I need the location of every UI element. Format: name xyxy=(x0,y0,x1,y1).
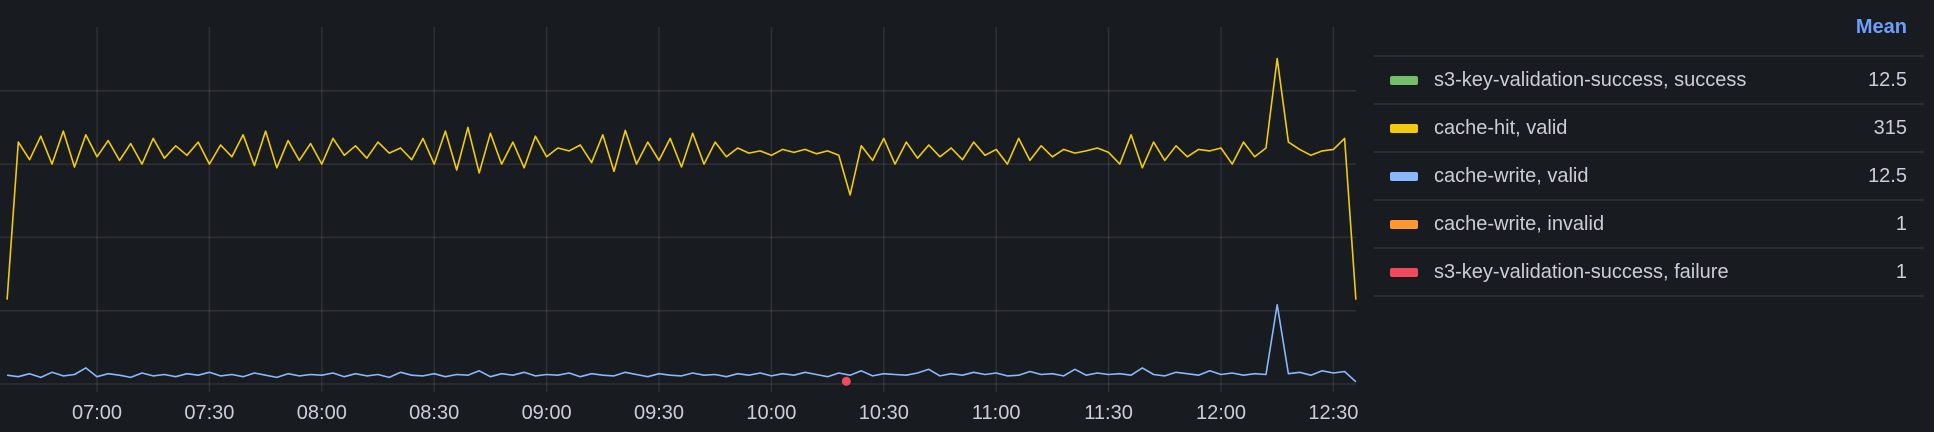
legend-swatch-icon xyxy=(1390,123,1418,133)
legend-mean-value: 1 xyxy=(1895,212,1907,235)
x-axis: 07:00 07:30 08:00 08:30 09:00 09:30 10:00 10:30… xyxy=(72,402,1358,424)
x-tick-label: 07:30 xyxy=(184,402,234,424)
x-tick-label: 11:30 xyxy=(1084,402,1133,424)
legend-label: cache-write, invalid xyxy=(1434,212,1605,235)
legend-swatch-icon xyxy=(1390,75,1418,85)
legend-label: cache-write, valid xyxy=(1434,164,1589,187)
legend-item[interactable]: cache-write, invalid 1 xyxy=(1374,201,1924,249)
legend-item[interactable]: cache-hit, valid 315 xyxy=(1374,105,1924,153)
legend-mean-value: 12.5 xyxy=(1868,164,1907,187)
legend-item[interactable]: s3-key-validation-success, failure 1 xyxy=(1374,249,1924,297)
time-series-chart[interactable]: 07:00 07:30 08:00 08:30 09:00 09:30 10:00 10:30… xyxy=(0,0,1366,432)
series-lines xyxy=(6,57,1357,386)
legend-mean-header[interactable]: Mean xyxy=(1855,16,1907,38)
grid xyxy=(0,27,1356,392)
legend-mean-value: 1 xyxy=(1895,260,1907,283)
legend-label: cache-hit, valid xyxy=(1434,116,1568,139)
series-line-cache-write-valid xyxy=(6,303,1357,383)
legend-mean-value: 12.5 xyxy=(1868,68,1907,91)
legend-swatch-icon xyxy=(1390,267,1418,277)
x-tick-label: 10:00 xyxy=(746,402,796,424)
x-tick-label: 10:30 xyxy=(859,402,909,424)
series-point xyxy=(841,376,851,386)
x-tick-label: 08:00 xyxy=(297,402,347,424)
legend-header: Mean xyxy=(1374,0,1924,57)
legend-label: s3-key-validation-success, success xyxy=(1434,68,1747,91)
x-tick-label: 09:30 xyxy=(634,402,684,424)
legend-mean-value: 315 xyxy=(1873,116,1907,139)
legend-item[interactable]: cache-write, valid 12.5 xyxy=(1374,153,1924,201)
x-tick-label: 12:30 xyxy=(1308,402,1358,424)
legend-swatch-icon xyxy=(1390,171,1418,181)
x-tick-label: 12:00 xyxy=(1196,402,1246,424)
legend-swatch-icon xyxy=(1390,219,1418,229)
x-tick-label: 07:00 xyxy=(72,402,122,424)
x-tick-label: 09:00 xyxy=(522,402,572,424)
legend-item[interactable]: s3-key-validation-success, success 12.5 xyxy=(1374,57,1924,105)
series-line-cache-hit-valid xyxy=(6,57,1357,300)
x-tick-label: 11:00 xyxy=(972,402,1021,424)
x-tick-label: 08:30 xyxy=(409,402,459,424)
legend-label: s3-key-validation-success, failure xyxy=(1434,260,1729,283)
legend: Mean s3-key-validation-success, success 1… xyxy=(1374,0,1924,297)
